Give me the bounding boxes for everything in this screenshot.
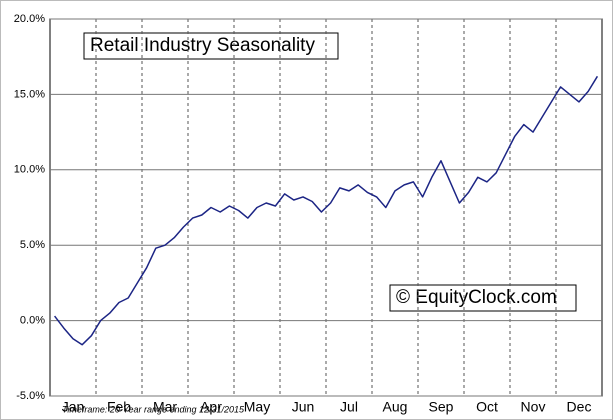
x-tick-label: Oct (476, 399, 498, 415)
annotation: © EquityClock.com (396, 287, 557, 308)
annotation-box (389, 284, 577, 312)
x-tick-label: Feb (107, 399, 131, 415)
x-tick-label: Jun (292, 399, 315, 415)
y-tick-label: -5.0% (16, 390, 45, 402)
x-tick-label: Mar (153, 399, 177, 415)
y-tick-label: 5.0% (20, 239, 45, 251)
y-tick-label: 10.0% (14, 164, 45, 176)
x-tick-label: Apr (200, 399, 222, 415)
data-line (54, 75, 599, 346)
x-tick-label: Jan (62, 399, 85, 415)
x-tick-label: Sep (429, 399, 454, 415)
x-tick-label: Dec (567, 399, 592, 415)
y-tick-label: 15.0% (14, 88, 45, 100)
x-tick-label: Aug (383, 399, 408, 415)
title-box (83, 32, 339, 60)
y-tick-label: 20.0% (14, 13, 45, 25)
x-tick-label: May (244, 399, 270, 415)
x-tick-label: Jul (340, 399, 358, 415)
y-tick-label: 0.0% (20, 315, 45, 327)
x-tick-label: Nov (521, 399, 546, 415)
chart-title: Retail Industry Seasonality (90, 35, 315, 56)
footnote: Timeframe: 20-Year range ending 12/31/20… (62, 404, 245, 414)
